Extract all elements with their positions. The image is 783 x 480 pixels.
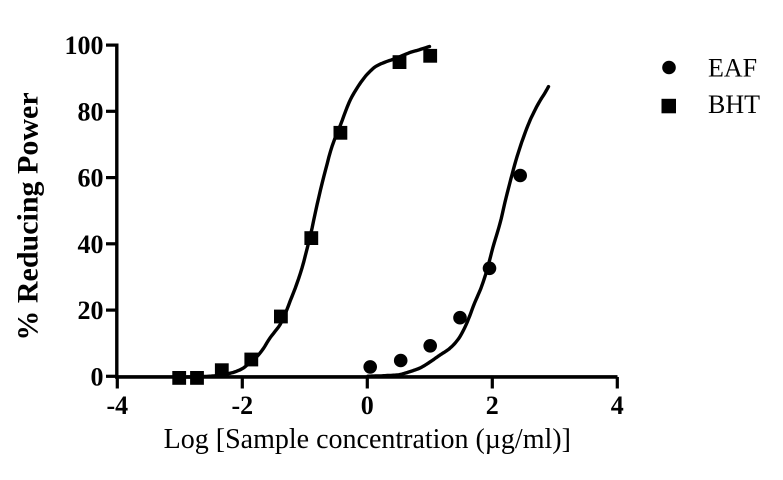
svg-text:0: 0 <box>91 362 104 391</box>
svg-text:-2: -2 <box>231 391 253 420</box>
svg-text:BHT: BHT <box>708 90 760 119</box>
svg-text:% Reducing Power: % Reducing Power <box>12 92 45 340</box>
svg-text:60: 60 <box>78 164 104 193</box>
svg-text:2: 2 <box>486 391 499 420</box>
svg-text:4: 4 <box>611 391 624 420</box>
svg-text:40: 40 <box>78 230 104 259</box>
svg-text:0: 0 <box>361 391 374 420</box>
svg-text:-4: -4 <box>106 391 128 420</box>
svg-text:100: 100 <box>65 31 104 60</box>
svg-text:Log [Sample concentration (µg/: Log [Sample concentration (µg/ml)] <box>164 424 571 455</box>
svg-text:80: 80 <box>78 97 104 126</box>
svg-text:EAF: EAF <box>708 54 757 83</box>
svg-text:20: 20 <box>78 296 104 325</box>
